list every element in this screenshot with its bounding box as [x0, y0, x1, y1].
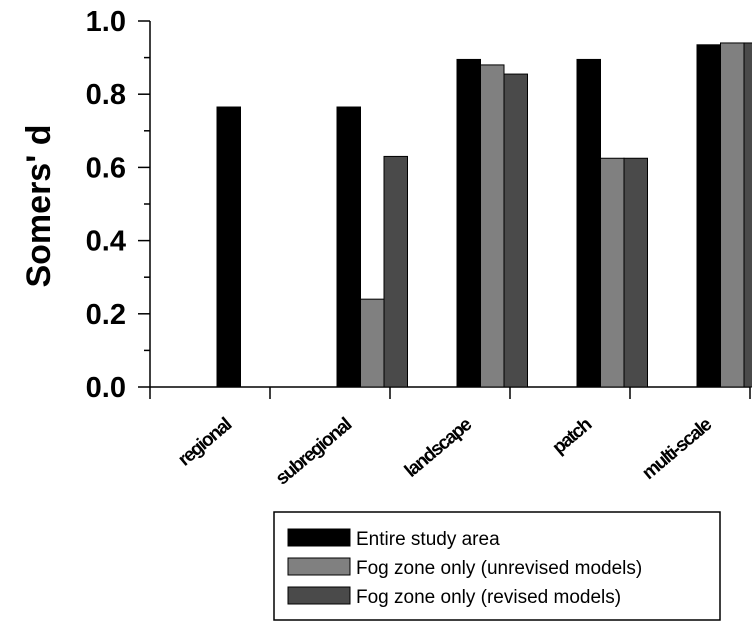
bar-landscape-series-2 — [480, 64, 505, 388]
y-ticks: 0.0 0.2 0.4 0.6 0.8 1.0 — [86, 6, 751, 404]
category-labels: regional subregional landscape patch multi-s… — [174, 414, 716, 489]
bar-landscape-series-1 — [456, 58, 481, 388]
bar-landscape-series-3 — [503, 73, 528, 388]
category-label-regional: regional — [174, 415, 235, 471]
y-tick-label: 0.6 — [86, 152, 126, 184]
bar-multi-scale-series-2 — [720, 42, 745, 388]
bar-subregional-series-1 — [336, 106, 361, 388]
y-tick-label: 0.4 — [86, 226, 126, 258]
bar-regional-series-1 — [216, 106, 241, 388]
category-label-subregional: subregional — [272, 415, 356, 490]
y-tick-label: 0.8 — [86, 79, 126, 111]
category-label-patch: patch — [549, 414, 596, 458]
y-tick-label: 0.0 — [86, 372, 126, 404]
legend: Entire study area Fog zone only (unrevise… — [273, 511, 721, 621]
legend-swatch-2 — [287, 557, 351, 576]
category-label-landscape: landscape — [401, 414, 476, 482]
bars — [216, 42, 752, 388]
category-label-multi-scale: multi-scale — [638, 414, 716, 484]
legend-swatch-1 — [287, 528, 351, 547]
legend-label-2: Fog zone only (unrevised models) — [356, 558, 642, 579]
legend-label-1: Entire study area — [356, 529, 500, 550]
y-tick-label: 1.0 — [86, 6, 126, 38]
bar-patch-series-1 — [576, 58, 601, 388]
bar-patch-series-3 — [623, 157, 648, 388]
legend-label-3: Fog zone only (revised models) — [356, 587, 621, 608]
y-axis-label: Somers' d — [20, 124, 58, 287]
bar-subregional-series-3 — [383, 155, 408, 388]
bar-patch-series-2 — [600, 157, 625, 388]
bar-multi-scale-series-3 — [743, 42, 752, 388]
y-tick-label: 0.2 — [86, 299, 126, 331]
legend-swatch-3 — [287, 586, 351, 605]
bar-subregional-series-2 — [360, 298, 385, 388]
bar-multi-scale-series-1 — [696, 44, 721, 388]
